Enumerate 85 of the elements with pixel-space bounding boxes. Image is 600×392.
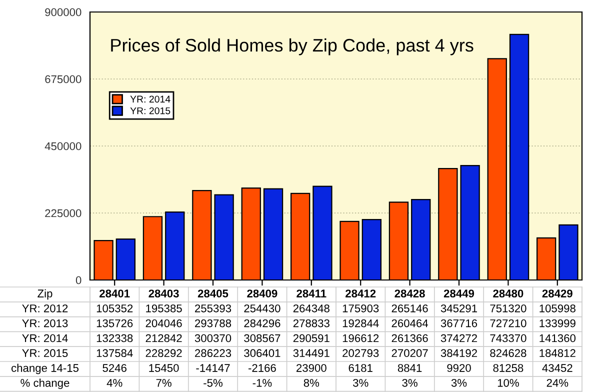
text: -5% [204,379,222,387]
data-label: 137584 [96,349,133,358]
text: 284296 [244,319,280,328]
x-tick-label: 28411 [296,290,326,298]
text: change 14-15 [11,364,79,374]
text: 255393 [195,304,232,312]
data-label: 384192 [440,349,477,358]
text: 192844 [342,319,379,328]
data-label: 743370 [490,334,526,342]
text: 6181 [348,364,372,372]
text: 195385 [146,304,182,312]
text: 254430 [244,304,280,312]
text: -2166 [248,364,276,372]
data-label: 261366 [392,334,428,342]
data-label: 212842 [146,334,182,342]
text: 135726 [96,319,133,328]
text: 9920 [447,364,471,372]
text: 175903 [342,304,379,312]
text: 43452 [542,364,572,372]
text: YR: 2014 [22,334,68,342]
data-label: 300370 [194,334,232,342]
y-tick-label: 900000 [45,8,82,16]
x-tick-label: 28412 [346,290,376,298]
text: 10% [498,378,519,387]
x-tick-label: 28409 [247,290,278,298]
text: 105352 [96,304,133,312]
text: -14147 [196,364,230,372]
text: 7% [156,379,172,387]
text: 5246 [102,364,126,372]
text: 23900 [296,364,326,372]
x-tick-label: 28405 [198,290,228,298]
text: 204046 [146,319,182,328]
text: YR: 2013 [22,319,68,328]
legend-label: YR: 2014 [130,96,170,103]
data-label: 196612 [342,334,379,342]
text: 293788 [195,319,232,328]
text: Prices of Sold Homes by Zip Code, past 4 yrs [111,38,474,56]
y-tick-label: 675000 [45,75,82,84]
text: 81258 [493,364,524,372]
text: 8841 [398,364,422,372]
text: 133999 [540,319,576,328]
data-label: 184812 [540,349,576,358]
x-tick-label: 28429 [542,290,572,298]
text: 751320 [490,304,526,312]
data-label: 270207 [392,349,428,358]
text: 3% [451,378,467,387]
data-label: 824628 [490,349,526,358]
data-label: 228292 [146,349,182,358]
text: -1% [252,379,272,387]
text: 367716 [440,319,478,328]
text: 264348 [293,304,330,312]
legend-label: YR: 2015 [130,107,170,114]
data-label: 306401 [244,349,280,358]
x-axis-title: Zip [38,289,52,300]
text: 265146 [392,304,428,312]
x-tick-label: 28480 [493,290,524,298]
data-label: 308567 [244,334,280,342]
y-tick-label: 225000 [45,209,82,218]
data-label: 374272 [440,334,477,342]
data-label: 141360 [540,334,576,342]
y-tick-label: 0 [76,276,82,284]
y-tick-label: 450000 [44,142,82,150]
text: 260464 [392,319,428,328]
text: 278833 [293,319,330,328]
text: 4% [106,379,122,387]
data-label: 132338 [96,334,133,342]
text: YR: 2012 [22,304,68,312]
x-tick-label: 28401 [100,290,130,298]
data-label: 202793 [342,349,379,358]
x-tick-label: 28403 [148,290,179,298]
text: 24% [546,378,568,387]
data-label: 314491 [293,349,330,358]
text: 3% [352,378,368,387]
text: YR: 2015 [22,349,68,358]
text: 8% [304,378,320,387]
data-label: 290591 [293,334,330,342]
text: % change [20,378,70,390]
text: 105998 [540,304,576,312]
text: 727210 [490,319,526,328]
x-tick-label: 28449 [444,290,474,298]
text: 15450 [149,364,179,372]
data-label: 286223 [195,349,232,358]
text: 345291 [440,304,477,312]
text: 3% [402,378,418,387]
x-tick-label: 28428 [394,290,425,298]
